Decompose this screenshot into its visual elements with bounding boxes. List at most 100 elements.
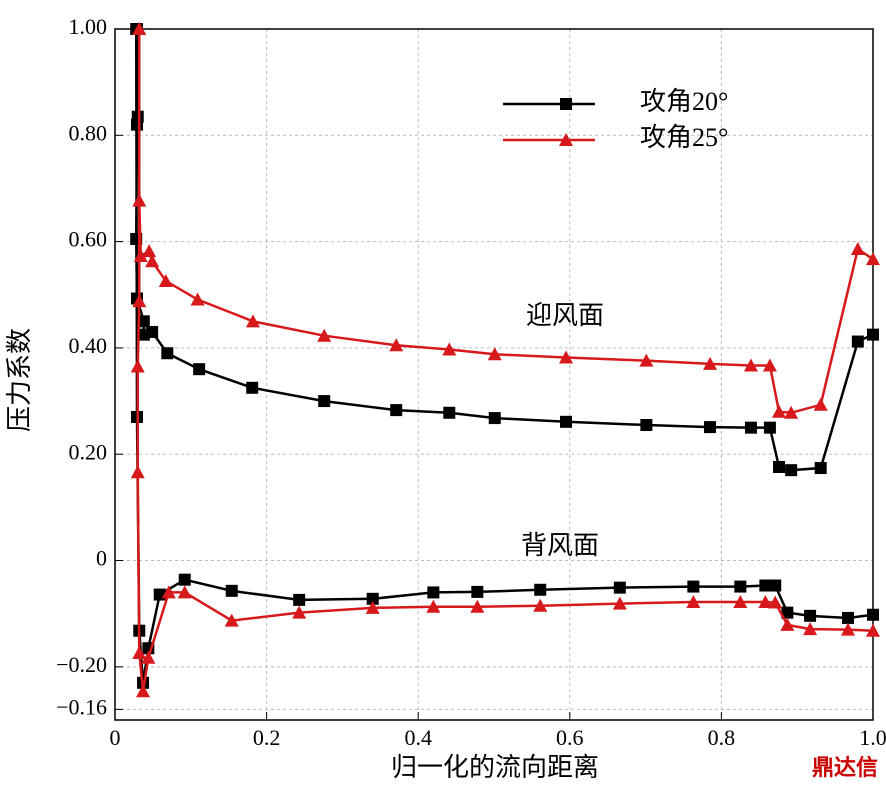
- y-tick-label: 0: [96, 546, 107, 571]
- marker: [246, 381, 259, 394]
- legend-label: 攻角20°: [640, 87, 728, 116]
- annotation: 迎风面: [526, 301, 604, 330]
- legend-marker: [559, 133, 573, 146]
- marker: [804, 609, 817, 622]
- marker: [487, 347, 502, 361]
- x-tick-label: 0: [110, 725, 121, 750]
- marker: [866, 252, 880, 266]
- marker: [867, 328, 879, 341]
- marker: [640, 418, 653, 431]
- marker: [866, 623, 880, 637]
- marker: [687, 580, 700, 593]
- marker: [560, 415, 573, 428]
- plot-frame: [114, 28, 874, 721]
- marker: [613, 581, 626, 594]
- marker: [317, 328, 332, 342]
- marker: [190, 292, 205, 306]
- marker: [744, 421, 757, 434]
- marker: [133, 248, 148, 262]
- marker: [293, 593, 306, 606]
- marker: [193, 363, 206, 376]
- marker: [813, 397, 828, 411]
- marker: [781, 606, 794, 619]
- marker: [534, 583, 547, 596]
- marker: [145, 254, 160, 268]
- marker: [366, 592, 379, 605]
- marker: [390, 404, 403, 417]
- marker: [488, 412, 501, 425]
- marker: [225, 584, 238, 597]
- marker: [158, 273, 173, 287]
- marker: [132, 22, 147, 35]
- marker: [559, 350, 574, 364]
- marker: [389, 338, 404, 352]
- marker: [427, 586, 440, 599]
- marker: [426, 599, 441, 613]
- x-tick-label: 0.6: [556, 725, 584, 750]
- legend-marker: [560, 98, 572, 110]
- marker: [763, 421, 776, 434]
- marker: [178, 573, 191, 586]
- marker: [442, 342, 457, 356]
- marker: [743, 358, 758, 372]
- marker: [850, 242, 865, 256]
- marker: [224, 613, 239, 627]
- marker: [841, 611, 854, 624]
- legend-label: 攻角25°: [640, 123, 728, 152]
- marker: [851, 335, 864, 348]
- marker: [161, 585, 176, 599]
- annotation: 背风面: [521, 531, 599, 560]
- x-tick-label: 0.8: [708, 725, 736, 750]
- marker: [141, 650, 156, 664]
- x-tick-label: 0.4: [404, 725, 432, 750]
- marker: [867, 608, 879, 621]
- marker: [130, 118, 143, 131]
- y-tick-label: 1.00: [69, 14, 108, 39]
- y-axis-label: 压力系数: [5, 328, 34, 432]
- marker: [769, 579, 782, 592]
- marker: [470, 599, 485, 613]
- marker: [803, 622, 818, 636]
- marker: [292, 605, 307, 619]
- marker: [772, 404, 787, 418]
- x-tick-label: 1.0: [859, 725, 886, 750]
- marker: [686, 594, 701, 608]
- y-tick-label: 0.80: [69, 120, 108, 145]
- marker: [132, 193, 147, 207]
- marker: [840, 622, 855, 636]
- marker: [773, 460, 786, 473]
- marker: [132, 294, 147, 308]
- marker: [130, 465, 145, 479]
- marker: [762, 358, 777, 372]
- marker: [733, 594, 748, 608]
- marker: [639, 353, 654, 367]
- marker: [704, 421, 717, 434]
- marker: [734, 580, 747, 593]
- marker: [759, 579, 772, 592]
- marker: [785, 464, 798, 477]
- marker: [443, 406, 456, 419]
- marker: [142, 244, 157, 258]
- marker: [137, 315, 150, 328]
- marker: [758, 594, 773, 608]
- marker: [146, 325, 159, 338]
- marker: [318, 395, 331, 408]
- y-tick-label: 0.20: [69, 439, 108, 464]
- y-tick-label: 0.60: [69, 227, 108, 252]
- x-axis-label: 归一化的流向距离: [391, 753, 599, 782]
- marker: [533, 598, 548, 612]
- marker: [471, 585, 484, 598]
- y-tick-label: 0.40: [69, 333, 108, 358]
- marker: [612, 596, 627, 610]
- marker: [814, 462, 827, 475]
- y-tick-label: −0.20: [56, 652, 107, 677]
- marker: [161, 347, 174, 360]
- marker: [132, 646, 147, 660]
- x-tick-label: 0.2: [253, 725, 281, 750]
- marker: [136, 684, 151, 698]
- marker: [245, 314, 260, 328]
- marker: [177, 585, 192, 599]
- marker: [780, 617, 795, 631]
- watermark: 鼎达信: [812, 755, 878, 780]
